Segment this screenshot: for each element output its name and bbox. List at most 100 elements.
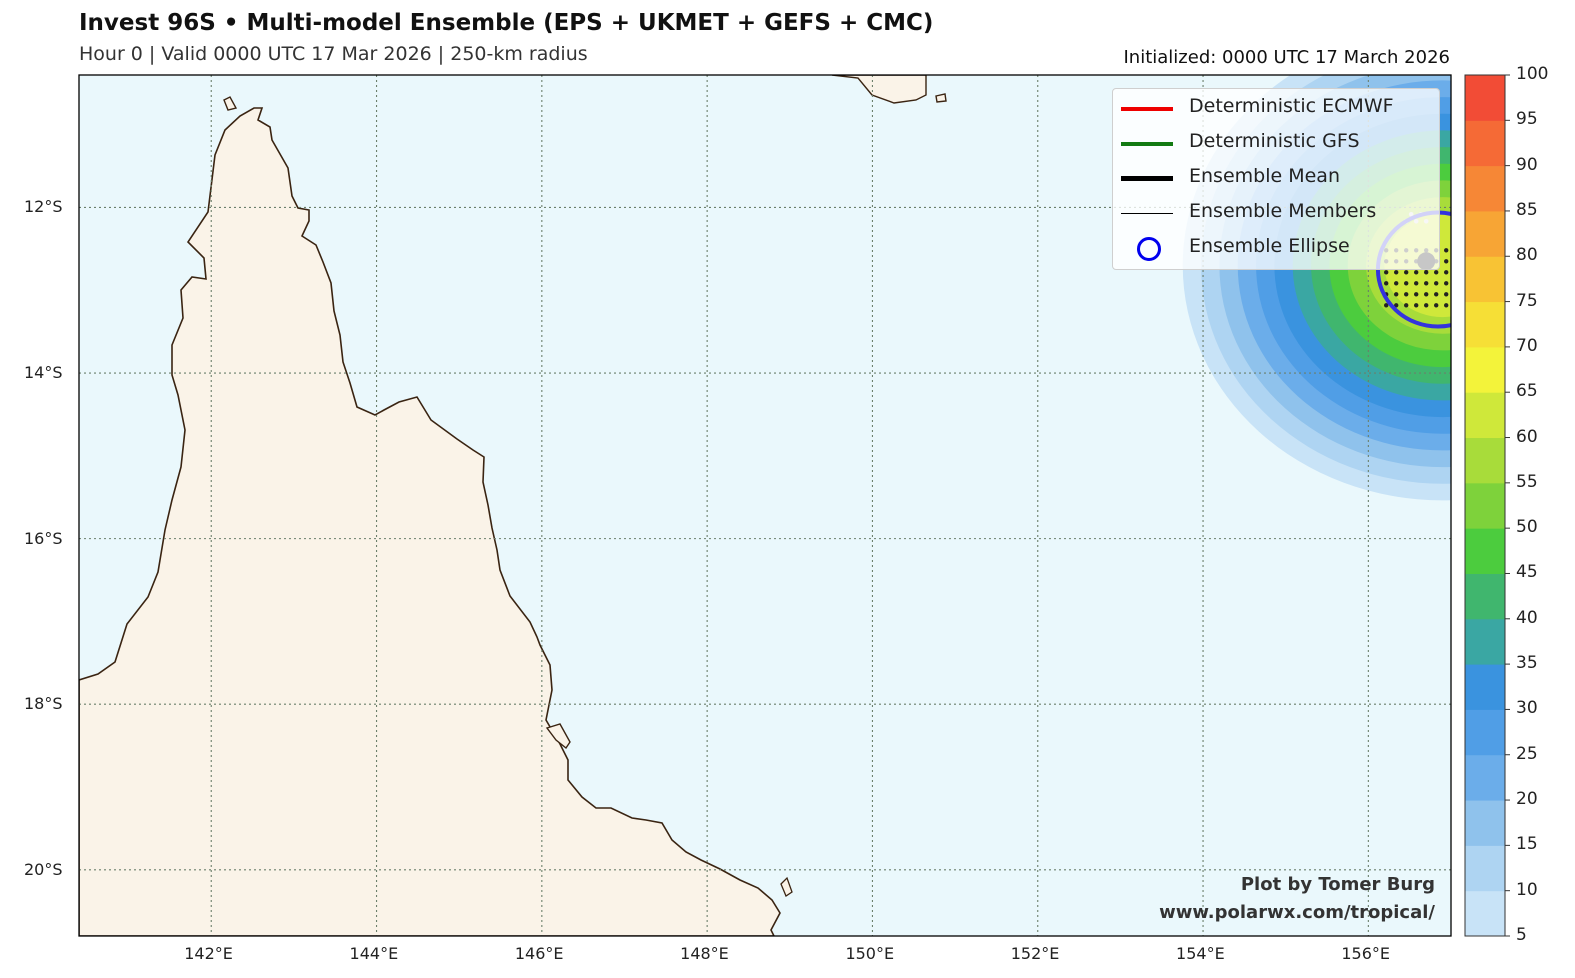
colorbar-segment-95 (1465, 75, 1505, 121)
ensemble-member-point (1404, 292, 1409, 297)
colorbar-segment-55 (1465, 437, 1505, 484)
ensemble-member-point (1404, 281, 1409, 286)
coastline-island-south (780, 876, 793, 897)
colorbar-tick-label: 65 (1516, 381, 1538, 402)
colorbar-tick-label: 80 (1516, 245, 1538, 266)
ensemble-member-point (1394, 303, 1399, 308)
coastline-cape-york (79, 107, 781, 936)
coastline-island-east (935, 93, 947, 103)
ecmwf-line-swatch (1121, 107, 1173, 111)
longitude-tick-label: 156°E (1341, 944, 1390, 963)
latitude-tick-label: 12°S (24, 197, 63, 217)
longitude-tick-label: 142°E (184, 944, 233, 963)
ensemble-member-point (1434, 281, 1439, 286)
latitude-tick-label: 18°S (24, 694, 63, 714)
colorbar-segment-10 (1465, 845, 1505, 892)
legend-label: Ensemble Ellipse (1189, 235, 1350, 257)
colorbar-segment-5 (1465, 890, 1505, 937)
colorbar-tick-label: 100 (1516, 64, 1549, 84)
ensemble-member-point (1414, 303, 1419, 308)
legend-item-gfs: Deterministic GFS (1113, 126, 1439, 161)
colorbar-segment-80 (1465, 210, 1505, 257)
colorbar-tick-label: 20 (1516, 789, 1538, 810)
mean-line-swatch (1121, 176, 1173, 181)
legend-item-members: Ensemble Members (1113, 196, 1439, 231)
longitude-tick-label: 144°E (349, 944, 399, 963)
coastline-new-guinea (831, 75, 927, 104)
colorbar-tick-label: 30 (1516, 698, 1538, 719)
plot-frame (78, 74, 1452, 937)
colorbar-segment-25 (1465, 709, 1505, 756)
legend-label: Deterministic GFS (1189, 130, 1360, 152)
coastline-island-north (223, 96, 238, 111)
colorbar-frame (1464, 74, 1506, 937)
ensemble-member-point (1444, 259, 1449, 264)
colorbar-tick-label: 60 (1516, 426, 1538, 447)
ensemble-member-point (1394, 281, 1399, 286)
colorbar-segment-40 (1465, 573, 1505, 620)
members-line-swatch (1121, 213, 1173, 214)
longitude-tick-label: 150°E (845, 944, 895, 963)
ensemble-member-point (1444, 303, 1449, 308)
legend: Deterministic ECMWF Deterministic GFS En… (1112, 88, 1440, 270)
colorbar-tick-label: 95 (1516, 109, 1538, 130)
ensemble-member-point (1444, 292, 1449, 297)
ensemble-member-point (1384, 303, 1389, 308)
ensemble-member-point (1404, 303, 1409, 308)
colorbar-tick-label: 45 (1516, 562, 1538, 583)
chart-subtitle: Hour 0 | Valid 0000 UTC 17 Mar 2026 | 25… (79, 43, 588, 65)
ensemble-member-point (1384, 281, 1389, 286)
gridlines (79, 75, 1451, 936)
ensemble-member-point (1384, 270, 1389, 275)
longitude-tick-label: 148°E (680, 944, 729, 963)
colorbar-segment-90 (1465, 120, 1505, 167)
colorbar-segment-60 (1465, 392, 1505, 439)
longitude-tick-label: 152°E (1010, 944, 1060, 963)
colorbar-tick-label: 85 (1516, 199, 1538, 220)
legend-label: Ensemble Members (1189, 200, 1377, 222)
longitude-tick-label: 154°E (1176, 944, 1225, 963)
colorbar-segment-75 (1465, 256, 1505, 303)
chart-title: Invest 96S • Multi-model Ensemble (EPS +… (79, 10, 934, 36)
ensemble-member-point (1444, 281, 1449, 286)
legend-label: Ensemble Mean (1189, 165, 1340, 187)
ensemble-member-point (1414, 281, 1419, 286)
ensemble-member-point (1394, 292, 1399, 297)
colorbar-tick-label: 55 (1516, 471, 1538, 492)
credit-url: www.polarwx.com/tropical/ (1159, 902, 1435, 923)
ensemble-member-point (1444, 270, 1449, 275)
ellipse-ring-icon (1137, 237, 1161, 261)
ensemble-member-point (1424, 292, 1429, 297)
colorbar-segment-70 (1465, 301, 1505, 348)
colorbar-segment-45 (1465, 528, 1505, 574)
colorbar-tick-label: 40 (1516, 607, 1538, 628)
credit-author: Plot by Tomer Burg (1240, 874, 1435, 895)
latitude-tick-label: 14°S (24, 363, 63, 383)
longitude-tick-label: 146°E (514, 944, 564, 963)
ensemble-member-point (1434, 270, 1439, 275)
legend-item-ecmwf: Deterministic ECMWF (1113, 91, 1439, 126)
latitude-tick-label: 16°S (24, 528, 63, 548)
colorbar-segment-30 (1465, 664, 1505, 710)
ensemble-member-point (1434, 292, 1439, 297)
colorbar-segment-20 (1465, 754, 1505, 801)
colorbar-segment-65 (1465, 346, 1505, 393)
ensemble-member-point (1424, 270, 1429, 275)
colorbar-tick-label: 15 (1516, 834, 1538, 855)
colorbar-tick-label: 70 (1516, 335, 1538, 356)
coastline-inlet (545, 723, 571, 750)
initialized-time: Initialized: 0000 UTC 17 March 2026 (1123, 47, 1450, 68)
colorbar-segment-85 (1465, 165, 1505, 212)
latitude-tick-label: 20°S (24, 859, 63, 879)
colorbar-tick-label: 25 (1516, 743, 1538, 764)
colorbar-segment-50 (1465, 482, 1505, 529)
ensemble-member-point (1434, 303, 1439, 308)
colorbar-tick-label: 75 (1516, 290, 1538, 311)
ensemble-member-point (1404, 270, 1409, 275)
legend-label: Deterministic ECMWF (1189, 95, 1394, 117)
ensemble-member-point (1444, 248, 1449, 253)
ensemble-member-point (1424, 281, 1429, 286)
legend-item-mean: Ensemble Mean (1113, 161, 1439, 196)
legend-item-ellipse: Ensemble Ellipse (1113, 231, 1439, 266)
colorbar (1464, 74, 1510, 937)
